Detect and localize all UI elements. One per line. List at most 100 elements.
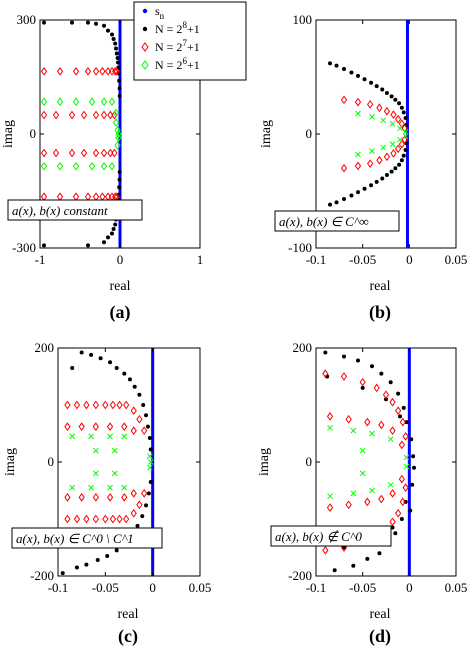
point-n7-c bbox=[123, 400, 130, 410]
point-n7-d bbox=[389, 517, 396, 527]
point-n7-b bbox=[395, 144, 402, 154]
point-n8-b bbox=[334, 63, 339, 68]
point-n8-c bbox=[137, 392, 142, 397]
point-n8-c bbox=[148, 447, 153, 452]
point-n8-a bbox=[117, 94, 122, 98]
panel-d: -0.1 -0.05 0 0.05 -200 0 200 real imag (d) a(x… bbox=[257, 340, 467, 647]
point-n6-c bbox=[121, 484, 128, 491]
legend-marker bbox=[142, 8, 148, 14]
y-tick-label-b: -100 bbox=[288, 240, 312, 255]
annotation-b: a(x), b(x) ∈ C^∞ bbox=[279, 214, 369, 229]
point-n6-d bbox=[403, 454, 410, 461]
point-n8-b bbox=[362, 186, 367, 191]
point-n8-c bbox=[147, 436, 152, 441]
point-n8-a bbox=[102, 240, 106, 245]
point-n8-d bbox=[410, 482, 415, 487]
point-n6-a bbox=[40, 97, 48, 107]
point-n7-d bbox=[389, 397, 396, 407]
point-n7-b bbox=[376, 103, 383, 113]
point-n7-a bbox=[107, 148, 114, 158]
chart-marks-b bbox=[328, 20, 409, 248]
point-n8-b bbox=[349, 70, 354, 75]
point-n7-d bbox=[402, 431, 409, 441]
point-n6-a bbox=[100, 97, 108, 107]
point-n6-b bbox=[389, 120, 396, 127]
point-n8-d bbox=[388, 380, 393, 385]
point-n8-a bbox=[111, 227, 116, 231]
point-n8-d bbox=[351, 563, 356, 568]
point-n7-c bbox=[73, 400, 81, 410]
point-n7-d bbox=[395, 406, 402, 416]
point-n7-a bbox=[52, 148, 60, 158]
point-n7-d bbox=[398, 440, 405, 450]
point-n8-d bbox=[377, 551, 382, 556]
point-n8-c bbox=[105, 554, 110, 559]
point-n8-b bbox=[362, 77, 367, 82]
legend-marker bbox=[142, 26, 148, 32]
point-n7-c bbox=[130, 488, 137, 498]
y-axis-label-c: imag bbox=[3, 448, 18, 476]
point-n8-a bbox=[106, 28, 110, 33]
point-n8-b bbox=[328, 202, 332, 207]
point-n8-b bbox=[369, 183, 374, 188]
point-n8-c bbox=[122, 371, 127, 376]
point-n8-c bbox=[144, 503, 149, 508]
point-n8-d bbox=[379, 371, 384, 376]
point-n7-d bbox=[389, 426, 396, 436]
point-n8-d bbox=[390, 525, 395, 530]
point-n8-d bbox=[399, 517, 404, 521]
panel-label-d: (d) bbox=[369, 626, 391, 647]
x-tick-label-c: 0 bbox=[149, 580, 156, 595]
point-n8-c bbox=[114, 365, 119, 370]
point-n6-c bbox=[69, 484, 76, 491]
point-n7-c bbox=[92, 422, 99, 432]
point-n6-b bbox=[389, 141, 396, 148]
legend-label: N = 26+1 bbox=[155, 56, 200, 72]
point-n7-c bbox=[83, 400, 90, 410]
point-n7-c bbox=[73, 514, 81, 524]
point-n7-b bbox=[340, 163, 348, 173]
point-n8-c bbox=[70, 365, 75, 370]
point-n8-c bbox=[132, 384, 137, 389]
panel-label-b: (b) bbox=[369, 302, 391, 323]
point-n6-c bbox=[69, 433, 76, 440]
point-n8-d bbox=[332, 568, 337, 573]
point-n7-b bbox=[354, 161, 362, 171]
point-n6-b bbox=[397, 125, 403, 132]
point-n6-a bbox=[56, 161, 64, 171]
point-n7-d bbox=[399, 497, 406, 507]
point-n7-d bbox=[322, 545, 329, 555]
point-n7-c bbox=[64, 492, 71, 502]
point-n7-a bbox=[111, 110, 118, 120]
point-n6-b bbox=[402, 133, 409, 140]
point-n7-a bbox=[52, 110, 60, 120]
y-tick-label-b: 0 bbox=[306, 126, 313, 141]
point-n7-c bbox=[102, 514, 109, 524]
point-n7-d bbox=[389, 488, 396, 498]
point-n7-c bbox=[141, 426, 148, 436]
point-n8-c bbox=[95, 558, 100, 563]
point-n7-c bbox=[92, 400, 99, 410]
point-n8-d bbox=[393, 531, 398, 536]
point-n6-b bbox=[369, 114, 375, 120]
point-n8-b bbox=[399, 105, 404, 110]
point-n8-b bbox=[384, 173, 389, 178]
point-n7-c bbox=[78, 492, 85, 502]
point-n7-c bbox=[64, 422, 71, 432]
legend-label: N = 28+1 bbox=[155, 20, 200, 36]
point-n8-d bbox=[404, 420, 409, 425]
annotation-box-d: a(x), b(x) ∉ C^0 bbox=[270, 525, 392, 547]
point-n8-b bbox=[369, 80, 374, 85]
point-n6-c bbox=[107, 433, 113, 440]
point-n8-c bbox=[140, 514, 145, 519]
point-n8-b bbox=[403, 147, 408, 152]
point-n6-a bbox=[108, 97, 116, 107]
point-n6-a bbox=[40, 161, 48, 171]
point-n7-a bbox=[40, 148, 48, 158]
point-n7-a bbox=[80, 110, 88, 120]
point-n6-c bbox=[93, 447, 99, 454]
point-n6-a bbox=[115, 129, 122, 139]
x-tick-label-d: 0.05 bbox=[445, 580, 468, 595]
point-n7-d bbox=[345, 500, 352, 510]
point-n8-d bbox=[409, 437, 414, 442]
